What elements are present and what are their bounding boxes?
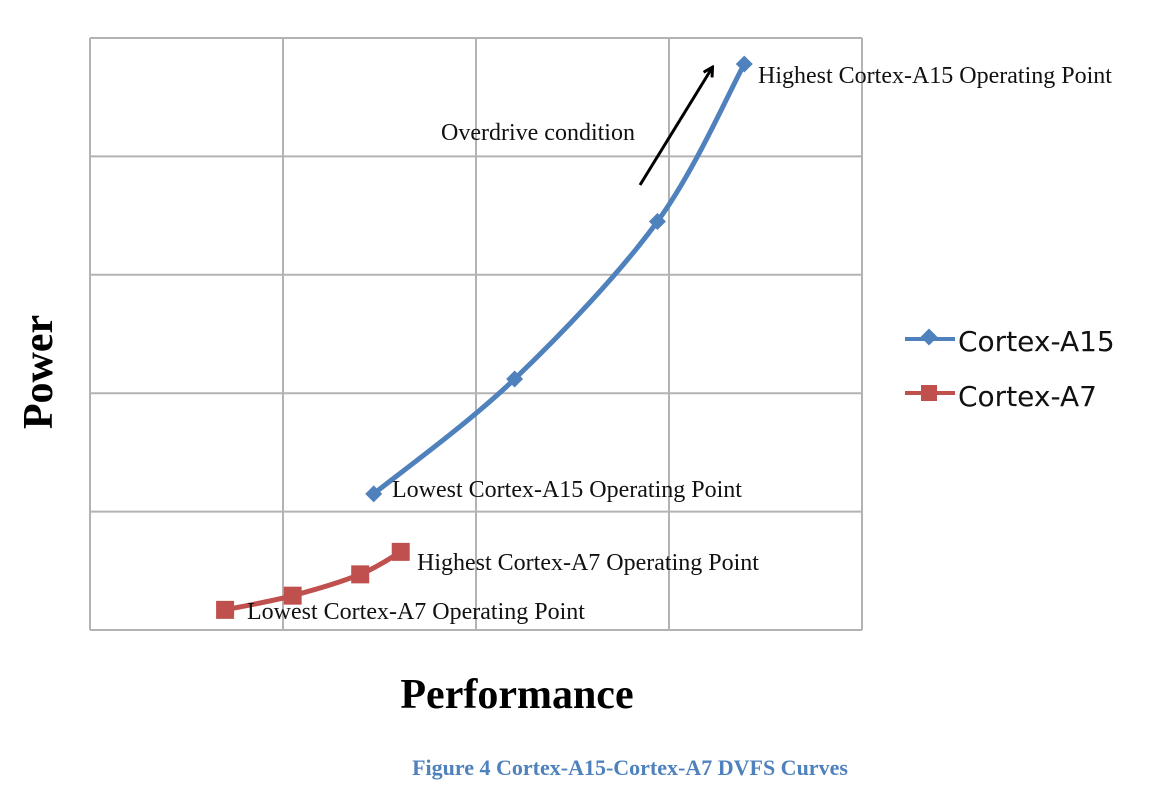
figure-caption: Figure 4 Cortex-A15-Cortex-A7 DVFS Curve… <box>412 755 848 780</box>
annotation-lowest-cortex-a15-operating-point: Lowest Cortex-A15 Operating Point <box>392 477 742 503</box>
annotation-highest-cortex-a7-operating-point: Highest Cortex-A7 Operating Point <box>417 550 759 576</box>
legend-item-cortex-a7: Cortex-A7 <box>905 380 1097 413</box>
legend-marker-cortex-a7 <box>921 385 937 401</box>
series-line-cortex-a7 <box>222 549 404 613</box>
series-line-cortex-a15 <box>371 61 747 497</box>
data-point <box>365 485 383 503</box>
data-point <box>735 55 753 73</box>
annotation-overdrive-condition: Overdrive condition <box>441 120 635 146</box>
legend-label-cortex-a15: Cortex-A15 <box>958 325 1115 358</box>
annotation-highest-cortex-a15-operating-point: Highest Cortex-A15 Operating Point <box>758 63 1112 89</box>
overdrive-arrow <box>638 68 712 186</box>
legend-label-cortex-a7: Cortex-A7 <box>958 380 1097 413</box>
data-point <box>391 542 410 561</box>
series-cortex-a15 <box>365 55 753 503</box>
grid <box>89 37 863 631</box>
legend-item-cortex-a15: Cortex-A15 <box>905 325 1115 358</box>
annotations: Highest Cortex-A15 Operating Point Lowest… <box>247 63 1112 625</box>
x-axis-label: Performance <box>400 672 633 718</box>
series-cortex-a7 <box>216 542 410 619</box>
data-point <box>216 600 235 619</box>
series-layer <box>216 55 753 619</box>
annotation-lowest-cortex-a7-operating-point: Lowest Cortex-A7 Operating Point <box>247 599 585 625</box>
data-point <box>283 586 302 605</box>
data-point <box>351 565 370 584</box>
y-axis-label: Power <box>16 315 62 429</box>
legend: Cortex-A15 Cortex-A7 <box>905 325 1115 413</box>
data-point <box>648 213 666 231</box>
legend-marker-cortex-a15 <box>920 328 938 346</box>
